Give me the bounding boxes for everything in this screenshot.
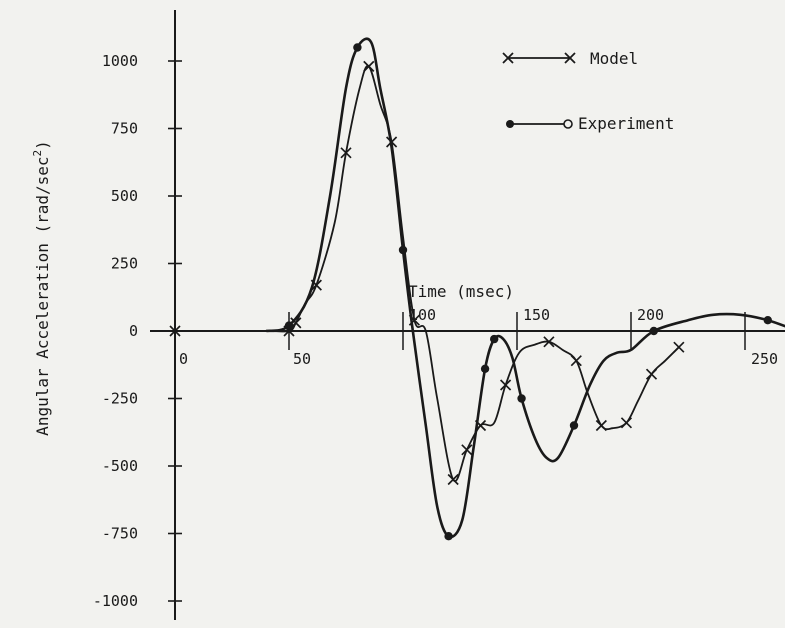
y-tick-label: 750	[111, 120, 138, 138]
experiment-point-marker	[517, 394, 526, 403]
model-point-marker	[543, 336, 555, 348]
experiment-series-line	[265, 37, 785, 539]
legend-model-label: Model	[590, 49, 638, 68]
y-tick-label: 500	[111, 187, 138, 205]
y-tick-label: -250	[102, 390, 138, 408]
experiment-point-marker	[569, 421, 579, 430]
x-tick-label: 250	[751, 350, 778, 368]
y-tick-label: 0	[129, 322, 138, 340]
legend-model-marker-left	[502, 52, 514, 64]
experiment-point-marker	[649, 326, 658, 336]
axes-group	[150, 10, 785, 620]
x-tick-label: 0	[179, 350, 188, 368]
x-tick-label: 150	[523, 306, 550, 324]
model-point-marker	[499, 379, 512, 391]
legend-model-marker-right	[564, 52, 576, 64]
x-tick-label: 50	[293, 350, 311, 368]
y-tick-label: 1000	[102, 52, 138, 70]
experiment-point-marker	[444, 532, 453, 541]
model-point-marker	[169, 325, 181, 337]
series-group	[169, 37, 785, 541]
experiment-point-marker	[353, 43, 362, 52]
y-tick-label: -1000	[93, 592, 138, 610]
y-tick-group: 1000 750 500 250 0 -250 -500 -750 -1000	[93, 52, 182, 610]
experiment-point-marker	[490, 334, 499, 344]
legend-experiment-marker-open	[563, 119, 573, 129]
model-point-marker	[595, 419, 607, 432]
y-axis-label: Angular Acceleration (rad/sec2)	[31, 140, 52, 436]
model-point-marker	[461, 444, 473, 456]
y-axis-label-close: )	[33, 140, 52, 150]
y-tick-label: -500	[102, 457, 138, 475]
model-point-marker	[363, 60, 375, 73]
y-tick-label: -750	[102, 525, 138, 543]
model-point-marker	[570, 355, 582, 367]
legend-experiment-label: Experiment	[578, 114, 674, 133]
x-tick-label: 200	[637, 306, 664, 324]
y-tick-label: 250	[111, 255, 138, 273]
model-point-marker	[645, 368, 658, 380]
model-point-marker	[340, 147, 352, 159]
model-point-marker	[447, 473, 459, 486]
legend: Model Experiment	[502, 49, 674, 133]
y-axis-label-main: Angular Acceleration (rad/sec	[33, 156, 52, 435]
x-axis-label: Time (msec)	[408, 282, 514, 301]
legend-experiment-marker-filled	[506, 120, 514, 128]
experiment-point-marker	[398, 245, 408, 255]
experiment-point-marker	[480, 364, 490, 373]
model-point-marker	[673, 341, 685, 353]
y-axis-label-superscript: 2	[31, 150, 44, 157]
model-point-marker	[620, 417, 633, 429]
experiment-point-marker	[284, 321, 294, 330]
experiment-point-marker	[763, 316, 772, 325]
